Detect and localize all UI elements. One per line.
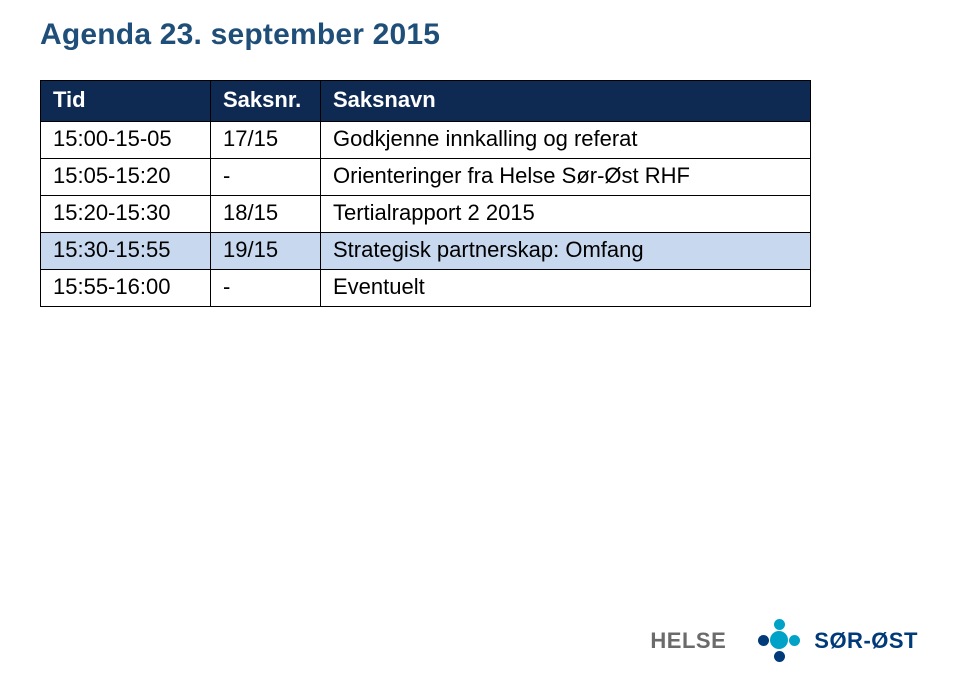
cell-tid: 15:55-16:00	[41, 270, 211, 307]
cell-navn: Eventuelt	[321, 270, 811, 307]
cell-navn: Godkjenne innkalling og referat	[321, 122, 811, 159]
table-row: 15:05-15:20 - Orienteringer fra Helse Sø…	[41, 159, 811, 196]
col-saksnavn: Saksnavn	[321, 81, 811, 122]
col-saksnr: Saksnr.	[211, 81, 321, 122]
logo-text-left: HELSE	[650, 628, 726, 654]
cell-navn: Orienteringer fra Helse Sør-Øst RHF	[321, 159, 811, 196]
cell-tid: 15:00-15-05	[41, 122, 211, 159]
cell-tid: 15:05-15:20	[41, 159, 211, 196]
logo-dots-icon	[740, 619, 800, 663]
page-title: Agenda 23. september 2015	[40, 18, 920, 52]
logo-text-right: SØR-ØST	[814, 628, 918, 654]
cell-navn: Strategisk partnerskap: Omfang	[321, 233, 811, 270]
agenda-table: Tid Saksnr. Saksnavn 15:00-15-05 17/15 G…	[40, 80, 811, 307]
col-tid: Tid	[41, 81, 211, 122]
cell-nr: 19/15	[211, 233, 321, 270]
cell-tid: 15:30-15:55	[41, 233, 211, 270]
table-row: 15:00-15-05 17/15 Godkjenne innkalling o…	[41, 122, 811, 159]
brand-logo: HELSE SØR-ØST	[650, 619, 918, 663]
table-row: 15:20-15:30 18/15 Tertialrapport 2 2015	[41, 196, 811, 233]
table-row: 15:55-16:00 - Eventuelt	[41, 270, 811, 307]
table-header-row: Tid Saksnr. Saksnavn	[41, 81, 811, 122]
cell-nr: 18/15	[211, 196, 321, 233]
cell-nr: -	[211, 270, 321, 307]
cell-navn: Tertialrapport 2 2015	[321, 196, 811, 233]
table-row-highlight: 15:30-15:55 19/15 Strategisk partnerskap…	[41, 233, 811, 270]
cell-nr: -	[211, 159, 321, 196]
cell-nr: 17/15	[211, 122, 321, 159]
cell-tid: 15:20-15:30	[41, 196, 211, 233]
